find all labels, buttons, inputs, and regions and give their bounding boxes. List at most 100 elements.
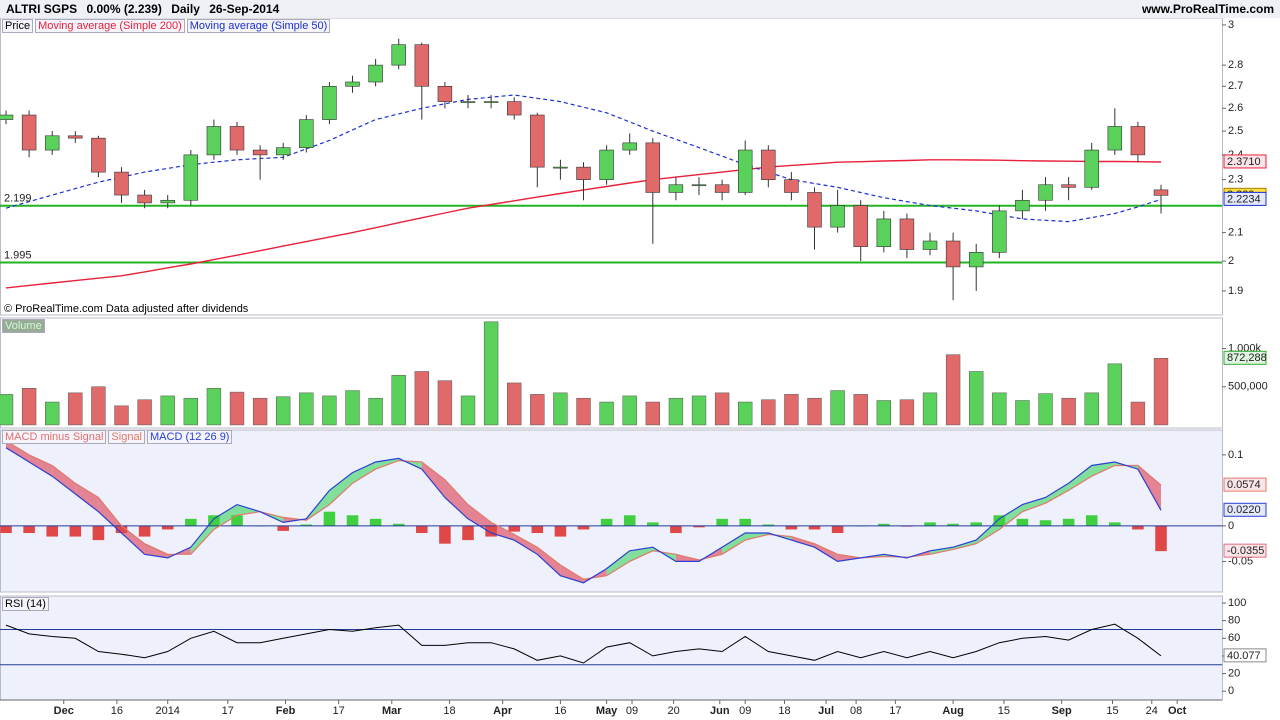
instrument: ALTRI SGPS — [6, 2, 78, 16]
x-tick-label: Apr — [493, 705, 513, 717]
candle-body — [437, 85, 453, 102]
macd-fill — [722, 533, 746, 555]
volume-bar — [1038, 393, 1053, 426]
macd-fill — [629, 547, 653, 562]
volume-bar — [530, 394, 545, 426]
legend: Price Moving average (Simple 200) Moving… — [2, 19, 331, 33]
volume-bar — [460, 395, 476, 426]
candle-body — [830, 205, 845, 228]
volume-bar — [1061, 397, 1076, 426]
histogram-bar — [831, 525, 844, 534]
candle-body — [506, 101, 522, 116]
volume-bar — [922, 392, 938, 426]
histogram-bar — [277, 525, 289, 531]
candle-body — [922, 240, 938, 250]
candle-body — [876, 218, 892, 247]
y-tick-label: 3 — [1228, 19, 1234, 31]
y-tick-label: 2.3 — [1228, 174, 1243, 186]
volume-bar — [322, 395, 337, 426]
volume-bar — [368, 397, 383, 426]
period: Daily — [171, 2, 200, 16]
note: © ProRealTime.com Data adjusted after di… — [4, 303, 249, 315]
histogram-bar — [1109, 522, 1121, 526]
histogram-bar — [369, 518, 382, 526]
rsi-line — [5, 623, 1162, 664]
histogram-bar — [693, 525, 705, 528]
candle-body — [1015, 199, 1030, 212]
candle-body — [206, 126, 222, 156]
histogram-bar — [416, 525, 428, 534]
histogram-bar — [623, 515, 636, 526]
y-tick-label: 20 — [1228, 667, 1240, 679]
legend-item: Moving average (Simple 50) — [186, 19, 331, 33]
histogram-bar — [924, 522, 936, 526]
candle-body — [945, 240, 961, 268]
histogram-bar — [993, 515, 1006, 526]
legend-item: Volume — [2, 319, 45, 333]
macd-fill — [1045, 483, 1069, 504]
macd-fill — [329, 472, 353, 505]
x-tick-label: Dec — [54, 705, 74, 717]
volume-bar — [553, 392, 568, 426]
histogram-bar — [808, 525, 821, 530]
volume-bar — [437, 380, 453, 426]
candle-body — [91, 137, 106, 173]
legend-item: Signal — [108, 430, 145, 444]
value-label-box — [1223, 191, 1267, 206]
candle-body — [460, 101, 476, 103]
volume-bar — [252, 397, 268, 426]
value-label: 0.0574 — [1227, 479, 1261, 491]
y-tick-label: 60 — [1228, 632, 1240, 644]
x-tick-label: 09 — [626, 705, 638, 717]
histogram-bar — [138, 525, 151, 537]
candle-body — [137, 194, 152, 204]
candle-body — [0, 114, 14, 120]
macd-fill — [52, 465, 76, 494]
histogram-bar — [970, 522, 982, 526]
volume-bar — [160, 395, 175, 426]
x-tick-label: Mar — [382, 705, 402, 717]
histogram-bar — [1062, 518, 1075, 526]
volume-bar — [391, 375, 406, 426]
candle-body — [553, 166, 568, 169]
histogram-bar — [300, 524, 313, 526]
candle-body — [992, 210, 1007, 253]
macd-fill — [6, 440, 30, 462]
candle-body — [229, 126, 245, 151]
candle-body — [1153, 189, 1169, 196]
x-tick-label: Feb — [276, 705, 296, 717]
volume-bar — [992, 392, 1007, 426]
x-tick-label: Oct — [1168, 705, 1187, 717]
macd-fill — [190, 518, 214, 555]
histogram-bar — [785, 525, 798, 530]
value-label-box — [1223, 350, 1267, 365]
candle-body — [252, 149, 268, 156]
x-tick-label: Aug — [942, 705, 963, 717]
volume-bar — [1107, 363, 1122, 426]
volume-bar — [738, 401, 753, 426]
candle-body — [114, 171, 129, 196]
y-tick-label: 2.1 — [1228, 227, 1243, 239]
histogram-bar — [878, 523, 890, 526]
x-tick-label: 17 — [889, 705, 901, 717]
legend-item: MACD (12 26 9) — [147, 430, 233, 444]
volume-bar — [507, 382, 522, 426]
y-tick-label: 500,000 — [1228, 381, 1268, 393]
volume-bar — [1084, 392, 1099, 426]
x-tick-label: Sep — [1052, 705, 1072, 717]
histogram-bar — [439, 525, 451, 544]
y-tick-label: 2.8 — [1228, 59, 1243, 71]
legend-item: Price — [2, 19, 34, 33]
candle-body — [737, 149, 753, 193]
candle-body — [1061, 184, 1076, 188]
x-tick-label: 15 — [998, 705, 1010, 717]
value-label-box — [1223, 477, 1267, 492]
x-tick-label: May — [596, 705, 618, 717]
legend: Volume — [2, 319, 45, 333]
x-tick-label: 18 — [443, 705, 455, 717]
value-label-box — [1223, 543, 1267, 558]
candle-body — [714, 184, 730, 193]
volume-bar — [622, 395, 637, 426]
volume-bar — [1130, 401, 1146, 426]
macd-fill — [606, 550, 630, 576]
